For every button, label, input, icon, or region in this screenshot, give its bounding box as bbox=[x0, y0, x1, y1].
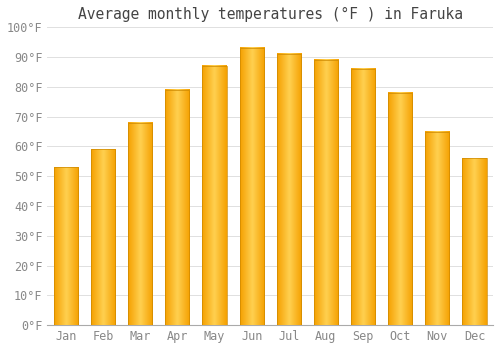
Title: Average monthly temperatures (°F ) in Faruka: Average monthly temperatures (°F ) in Fa… bbox=[78, 7, 462, 22]
